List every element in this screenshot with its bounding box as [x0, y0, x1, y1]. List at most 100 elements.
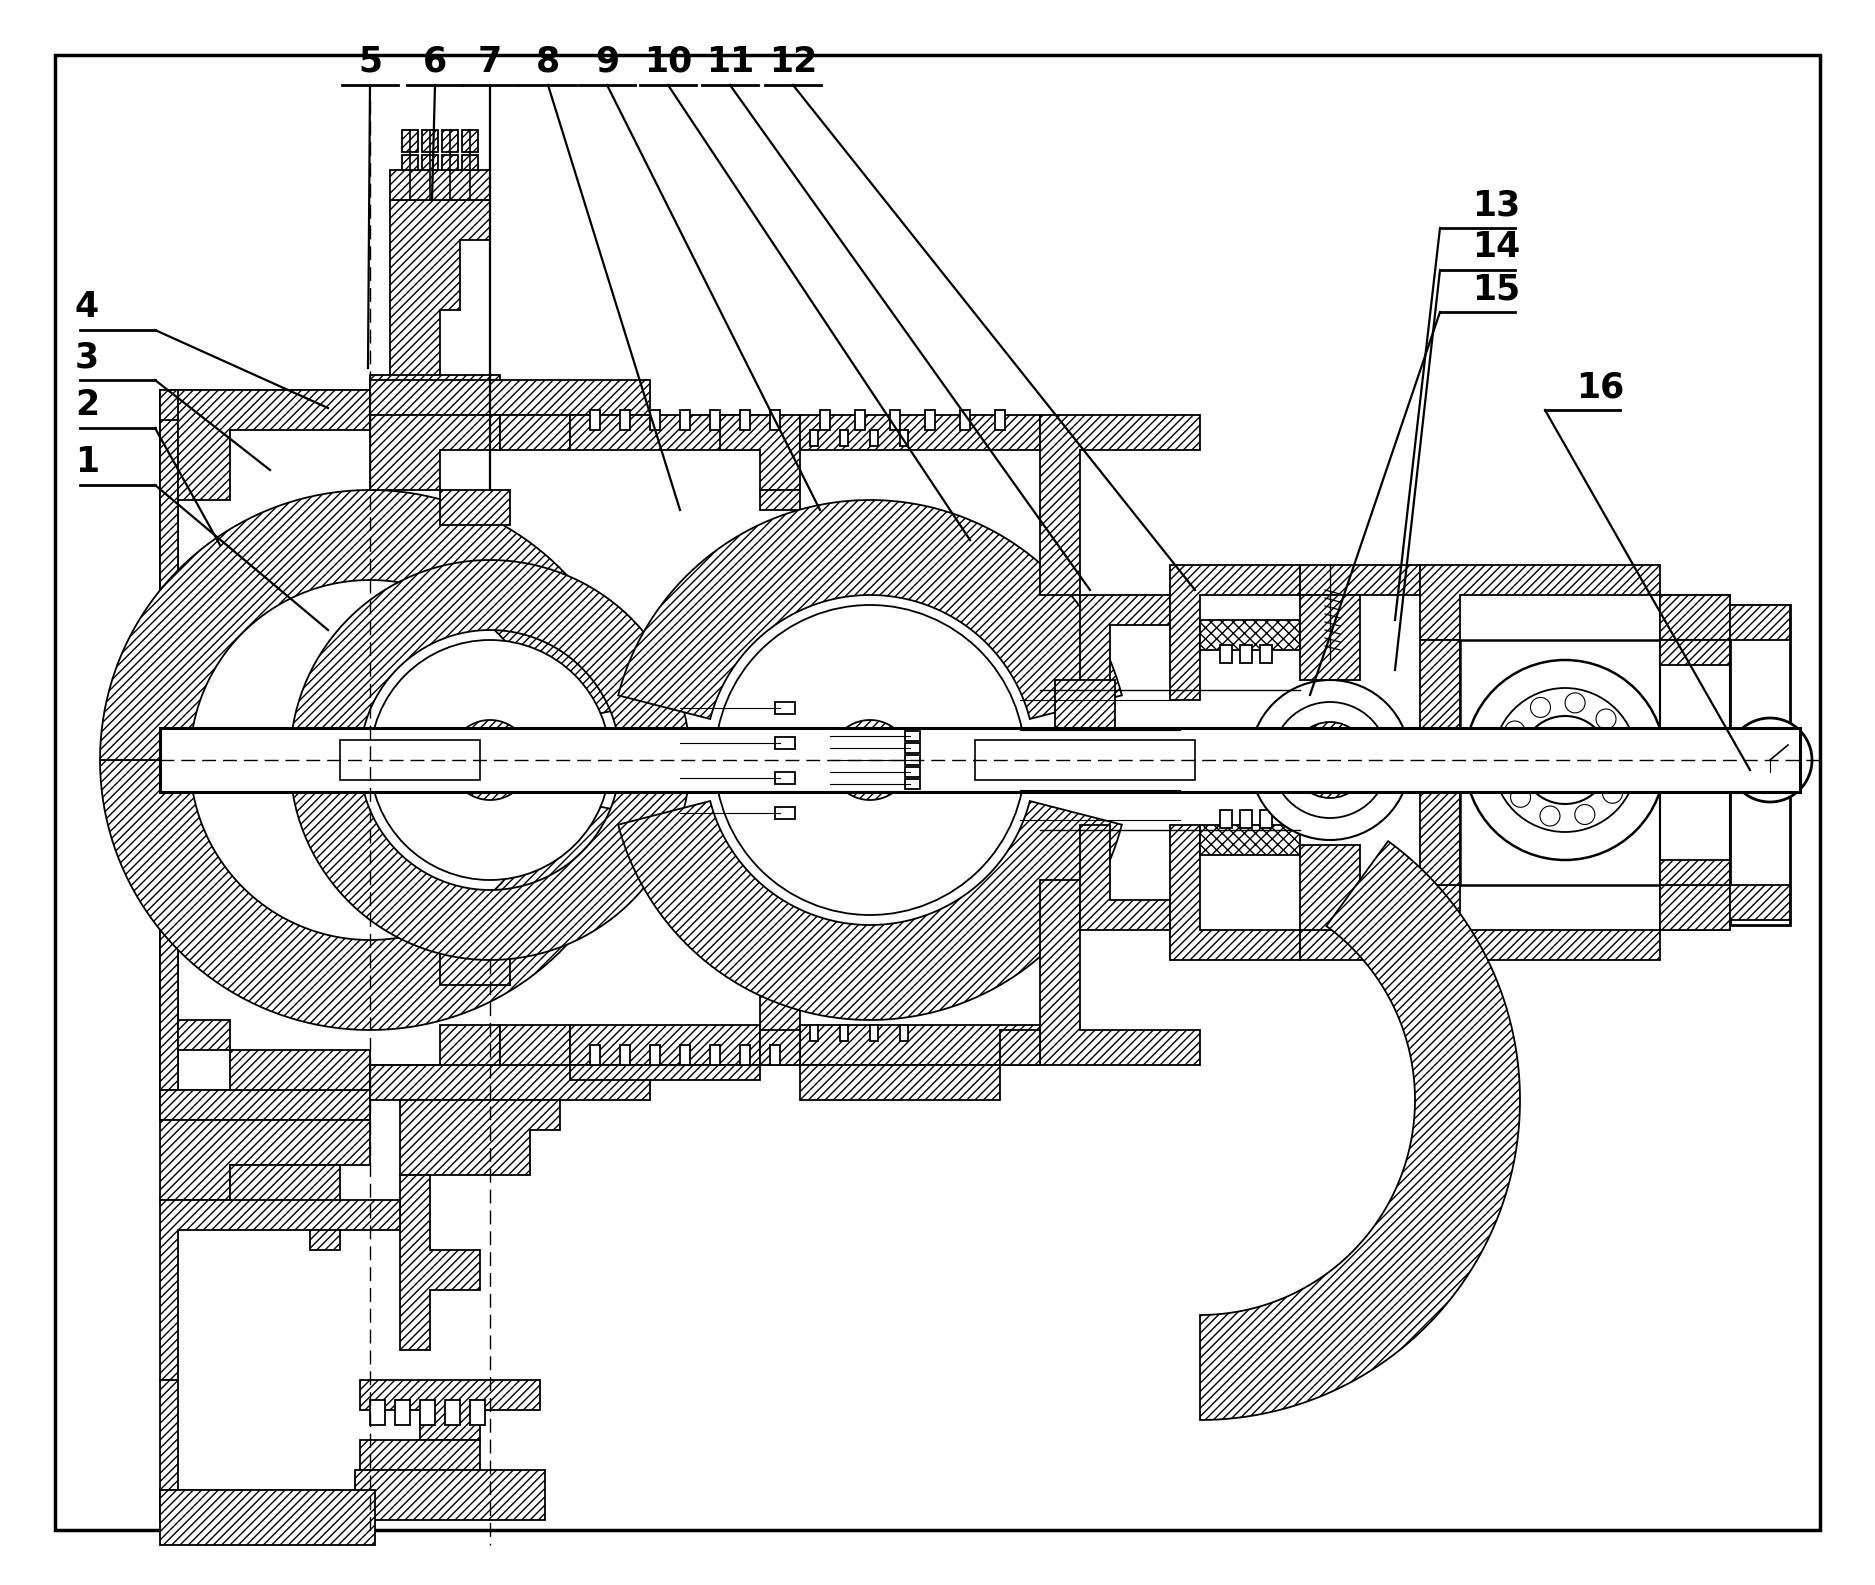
Text: 7: 7: [478, 44, 502, 79]
Text: 8: 8: [536, 44, 561, 79]
Polygon shape: [1299, 564, 1419, 594]
Bar: [774, 807, 795, 818]
Bar: [1239, 645, 1252, 663]
Polygon shape: [159, 1200, 399, 1381]
Bar: [1221, 645, 1232, 663]
Text: 10: 10: [643, 44, 692, 79]
Circle shape: [1612, 740, 1631, 759]
Polygon shape: [99, 759, 634, 1030]
Polygon shape: [1731, 884, 1791, 919]
Bar: [906, 767, 921, 777]
Polygon shape: [1659, 594, 1731, 640]
Circle shape: [1506, 721, 1524, 742]
Circle shape: [1271, 702, 1388, 818]
Bar: [1731, 605, 1791, 926]
Polygon shape: [399, 1100, 561, 1174]
Polygon shape: [441, 490, 510, 525]
Polygon shape: [759, 965, 801, 984]
Bar: [1056, 680, 1116, 745]
Bar: [461, 130, 478, 152]
Polygon shape: [570, 1030, 801, 1079]
Bar: [1260, 810, 1271, 827]
Bar: [621, 1045, 630, 1065]
Polygon shape: [390, 170, 489, 200]
Bar: [401, 130, 418, 152]
Bar: [159, 728, 1800, 792]
Bar: [369, 1400, 384, 1425]
Bar: [1221, 810, 1232, 827]
Bar: [810, 1025, 818, 1041]
Polygon shape: [369, 415, 501, 490]
Bar: [1200, 620, 1299, 650]
Circle shape: [714, 605, 1026, 915]
Polygon shape: [369, 380, 651, 415]
Bar: [444, 1400, 459, 1425]
Polygon shape: [441, 949, 510, 984]
Text: 6: 6: [424, 44, 446, 79]
Bar: [900, 430, 908, 445]
Polygon shape: [369, 376, 501, 395]
Polygon shape: [399, 1174, 480, 1350]
Bar: [591, 1045, 600, 1065]
Bar: [422, 155, 439, 170]
Circle shape: [1566, 693, 1584, 713]
Text: 4: 4: [75, 290, 99, 323]
Polygon shape: [1659, 594, 1731, 640]
Polygon shape: [1659, 884, 1731, 930]
Bar: [819, 411, 831, 430]
Bar: [900, 1025, 908, 1041]
Bar: [621, 411, 630, 430]
Bar: [870, 1025, 878, 1041]
Bar: [855, 411, 864, 430]
Polygon shape: [369, 1025, 501, 1065]
Polygon shape: [801, 1025, 1041, 1065]
Polygon shape: [360, 1441, 480, 1469]
Polygon shape: [801, 1030, 1041, 1100]
Circle shape: [1539, 807, 1560, 826]
Bar: [471, 1400, 486, 1425]
Bar: [681, 1045, 690, 1065]
Bar: [159, 1490, 375, 1545]
Text: 15: 15: [1472, 273, 1521, 306]
Circle shape: [1292, 723, 1369, 797]
Polygon shape: [159, 1090, 369, 1121]
Text: 16: 16: [1577, 369, 1626, 404]
Polygon shape: [501, 415, 570, 450]
Polygon shape: [159, 780, 369, 1121]
Circle shape: [1742, 732, 1798, 788]
Text: 3: 3: [75, 341, 99, 374]
Circle shape: [1251, 680, 1410, 840]
Bar: [681, 411, 690, 430]
Polygon shape: [1659, 884, 1731, 930]
Polygon shape: [99, 490, 634, 759]
Circle shape: [831, 720, 909, 800]
Bar: [906, 778, 921, 789]
Polygon shape: [1080, 826, 1170, 930]
Polygon shape: [178, 390, 369, 499]
Circle shape: [450, 720, 531, 800]
Polygon shape: [159, 390, 369, 420]
Bar: [396, 1400, 411, 1425]
Polygon shape: [292, 780, 688, 961]
Bar: [975, 740, 1194, 780]
Bar: [711, 411, 720, 430]
Bar: [1659, 640, 1731, 884]
Circle shape: [1511, 788, 1530, 807]
Polygon shape: [178, 1021, 369, 1090]
Polygon shape: [759, 490, 801, 510]
Polygon shape: [1041, 880, 1200, 1065]
Circle shape: [1492, 688, 1637, 832]
Bar: [591, 411, 600, 430]
Polygon shape: [292, 560, 688, 740]
Bar: [774, 772, 795, 783]
Bar: [442, 155, 458, 170]
Polygon shape: [231, 1165, 339, 1251]
Bar: [442, 130, 458, 152]
Bar: [870, 430, 878, 445]
Polygon shape: [619, 499, 1121, 720]
Bar: [840, 1025, 848, 1041]
Bar: [741, 1045, 750, 1065]
Polygon shape: [1170, 564, 1299, 701]
Circle shape: [1612, 750, 1633, 770]
Circle shape: [369, 640, 609, 880]
